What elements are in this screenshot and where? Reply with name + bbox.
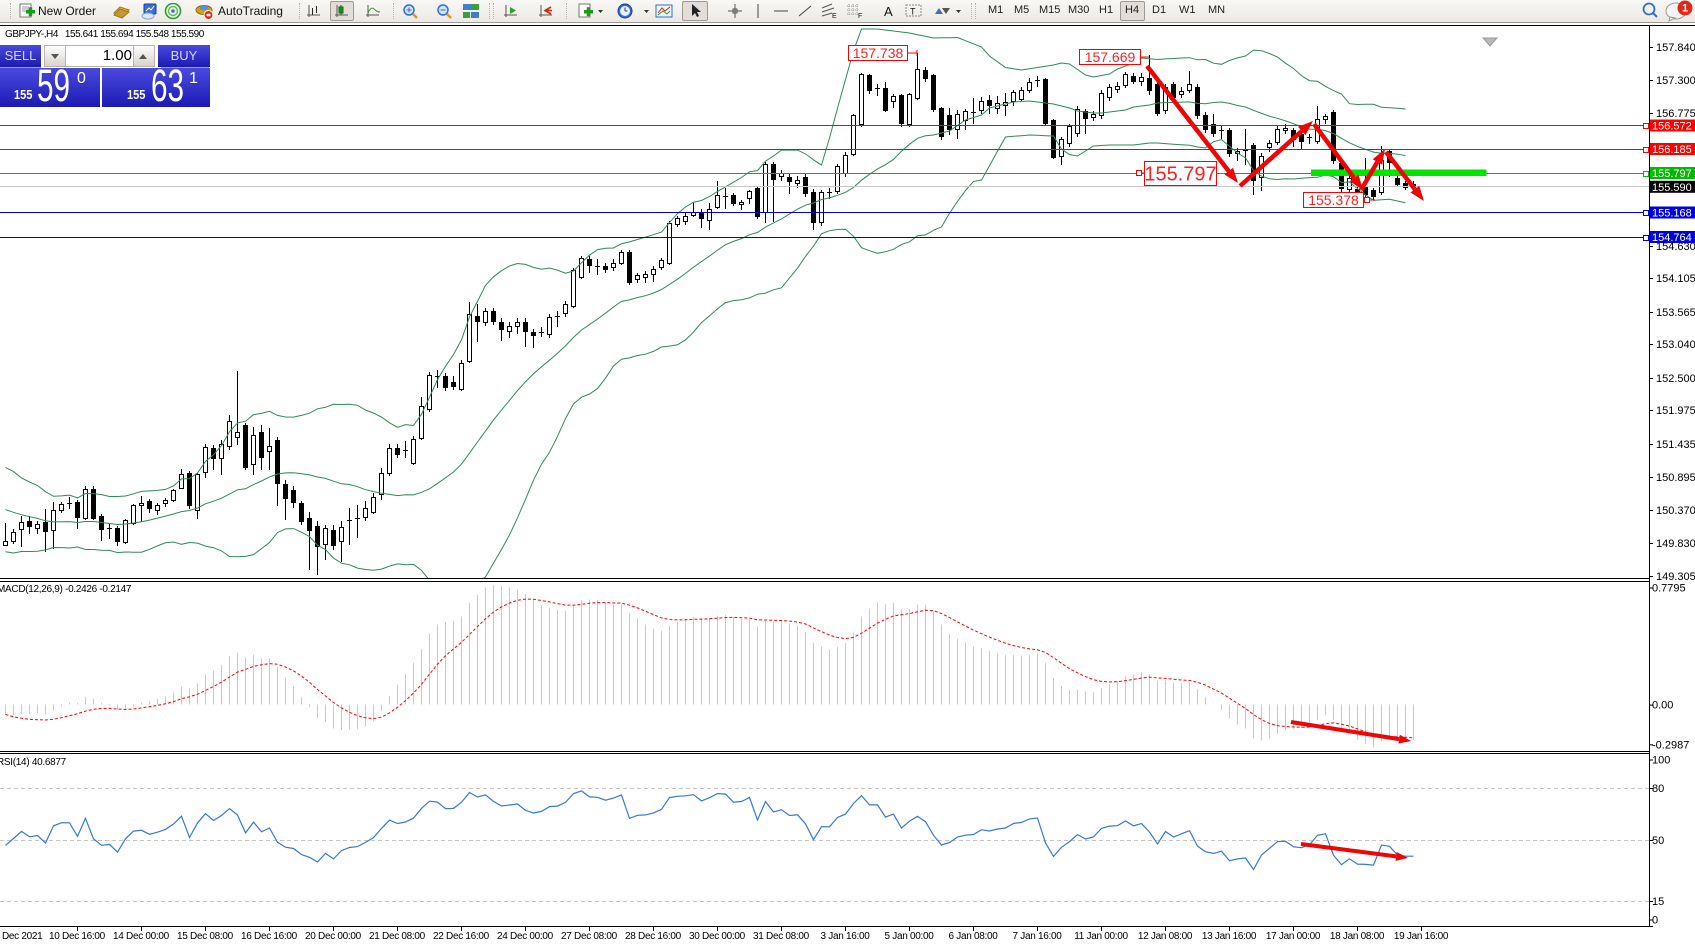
svg-text:157.669: 157.669 <box>1085 49 1136 65</box>
svg-text:151.975: 151.975 <box>1656 405 1695 417</box>
svg-text:3 Jan 16:00: 3 Jan 16:00 <box>821 931 871 942</box>
svg-text:MACD(12,26,9) -0.2426 -0.2147: MACD(12,26,9) -0.2426 -0.2147 <box>0 584 132 595</box>
svg-text:156.185: 156.185 <box>1652 144 1692 156</box>
svg-text:156.572: 156.572 <box>1652 121 1692 133</box>
svg-text:GBPJPY-,H4 155.641 155.694 1: GBPJPY-,H4 155.641 155.694 155.548 155.5… <box>5 29 205 40</box>
svg-text:22 Dec 16:00: 22 Dec 16:00 <box>433 931 490 942</box>
svg-text:30 Dec 00:00: 30 Dec 00:00 <box>689 931 746 942</box>
svg-text:24 Dec 00:00: 24 Dec 00:00 <box>497 931 554 942</box>
svg-text:16 Dec 16:00: 16 Dec 16:00 <box>241 931 298 942</box>
svg-text:14 Dec 00:00: 14 Dec 00:00 <box>113 931 170 942</box>
svg-text:18 Jan 08:00: 18 Jan 08:00 <box>1330 931 1385 942</box>
svg-text:153.040: 153.040 <box>1656 339 1695 351</box>
svg-text:15: 15 <box>1652 896 1664 908</box>
svg-text:Dec 2021: Dec 2021 <box>2 931 43 942</box>
svg-text:155.168: 155.168 <box>1652 208 1692 220</box>
svg-text:5 Jan 00:00: 5 Jan 00:00 <box>885 931 935 942</box>
svg-text:155.590: 155.590 <box>1652 182 1692 194</box>
svg-text:11 Jan 00:00: 11 Jan 00:00 <box>1074 931 1128 942</box>
svg-text:152.500: 152.500 <box>1656 373 1695 385</box>
svg-text:157.738: 157.738 <box>853 45 904 61</box>
svg-text:31 Dec 08:00: 31 Dec 08:00 <box>753 931 810 942</box>
svg-text:E: E <box>832 13 837 20</box>
svg-text:0.7795: 0.7795 <box>1652 583 1686 595</box>
svg-text:27 Dec 08:00: 27 Dec 08:00 <box>561 931 618 942</box>
svg-text:F: F <box>858 13 862 20</box>
svg-text:150.895: 150.895 <box>1656 472 1695 484</box>
svg-text:0.00: 0.00 <box>1652 700 1673 712</box>
svg-text:155.378: 155.378 <box>1308 192 1359 208</box>
svg-text:17 Jan 00:00: 17 Jan 00:00 <box>1266 931 1321 942</box>
svg-text:10 Dec 16:00: 10 Dec 16:00 <box>49 931 106 942</box>
svg-text:28 Dec 16:00: 28 Dec 16:00 <box>625 931 682 942</box>
svg-text:155.797: 155.797 <box>1652 168 1692 180</box>
svg-text:157.300: 157.300 <box>1656 75 1695 87</box>
svg-text:153.565: 153.565 <box>1656 307 1695 319</box>
svg-text:7 Jan 16:00: 7 Jan 16:00 <box>1013 931 1063 942</box>
svg-text:15 Dec 08:00: 15 Dec 08:00 <box>177 931 234 942</box>
svg-text:149.830: 149.830 <box>1656 538 1695 550</box>
svg-text:T: T <box>910 7 916 17</box>
svg-text:6 Jan 08:00: 6 Jan 08:00 <box>949 931 999 942</box>
svg-text:0: 0 <box>1652 915 1658 927</box>
svg-text:155.797: 155.797 <box>1144 164 1216 186</box>
svg-text:50: 50 <box>1652 835 1664 847</box>
svg-text:154.764: 154.764 <box>1652 232 1692 244</box>
svg-text:150.370: 150.370 <box>1656 505 1695 517</box>
svg-text:13 Jan 16:00: 13 Jan 16:00 <box>1202 931 1257 942</box>
svg-text:1: 1 <box>1682 3 1688 15</box>
svg-text:154.105: 154.105 <box>1656 273 1695 285</box>
svg-text:100: 100 <box>1652 755 1670 767</box>
svg-text:20 Dec 00:00: 20 Dec 00:00 <box>305 931 362 942</box>
svg-text:154.630: 154.630 <box>1656 241 1695 253</box>
svg-text:19 Jan 16:00: 19 Jan 16:00 <box>1394 931 1449 942</box>
svg-text:149.305: 149.305 <box>1656 571 1695 583</box>
svg-text:21 Dec 08:00: 21 Dec 08:00 <box>369 931 426 942</box>
svg-text:157.840: 157.840 <box>1656 42 1695 54</box>
svg-text:12 Jan 08:00: 12 Jan 08:00 <box>1138 931 1193 942</box>
svg-text:RSI(14) 40.6877: RSI(14) 40.6877 <box>0 757 67 768</box>
svg-text:151.435: 151.435 <box>1656 439 1695 451</box>
svg-text:-0.2987: -0.2987 <box>1652 739 1689 751</box>
svg-text:156.775: 156.775 <box>1656 108 1695 120</box>
svg-text:80: 80 <box>1652 783 1664 795</box>
